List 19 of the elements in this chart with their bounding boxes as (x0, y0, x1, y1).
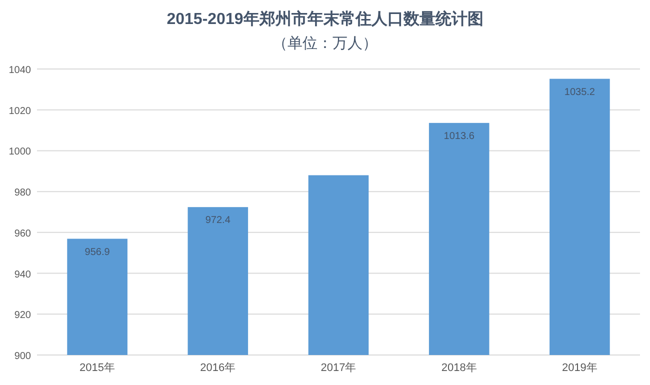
x-tick-label: 2016年 (200, 362, 236, 374)
chart-title: 2015-2019年郑州市年末常住人口数量统计图 (166, 10, 484, 28)
data-label: 972.4 (205, 215, 231, 226)
x-tick-label: 2018年 (441, 362, 477, 374)
y-tick-label: 960 (14, 228, 32, 240)
data-label: 1013.6 (444, 130, 475, 142)
x-tick-label: 2019年 (562, 362, 598, 374)
y-tick-label: 1020 (8, 106, 32, 117)
y-tick-label: 920 (14, 310, 32, 322)
y-tick-label: 980 (14, 188, 32, 199)
chart-subtitle: （单位：万人） (272, 35, 378, 52)
y-tick-label: 1040 (8, 65, 32, 76)
y-tick-label: 1000 (8, 146, 32, 158)
x-tick-label: 2017年 (320, 362, 356, 374)
data-label: 956.9 (84, 246, 110, 258)
y-tick-label: 940 (14, 269, 32, 280)
y-tick-label: 900 (14, 351, 32, 362)
x-tick-label: 2015年 (80, 362, 116, 374)
data-label: 1035.2 (564, 86, 596, 98)
